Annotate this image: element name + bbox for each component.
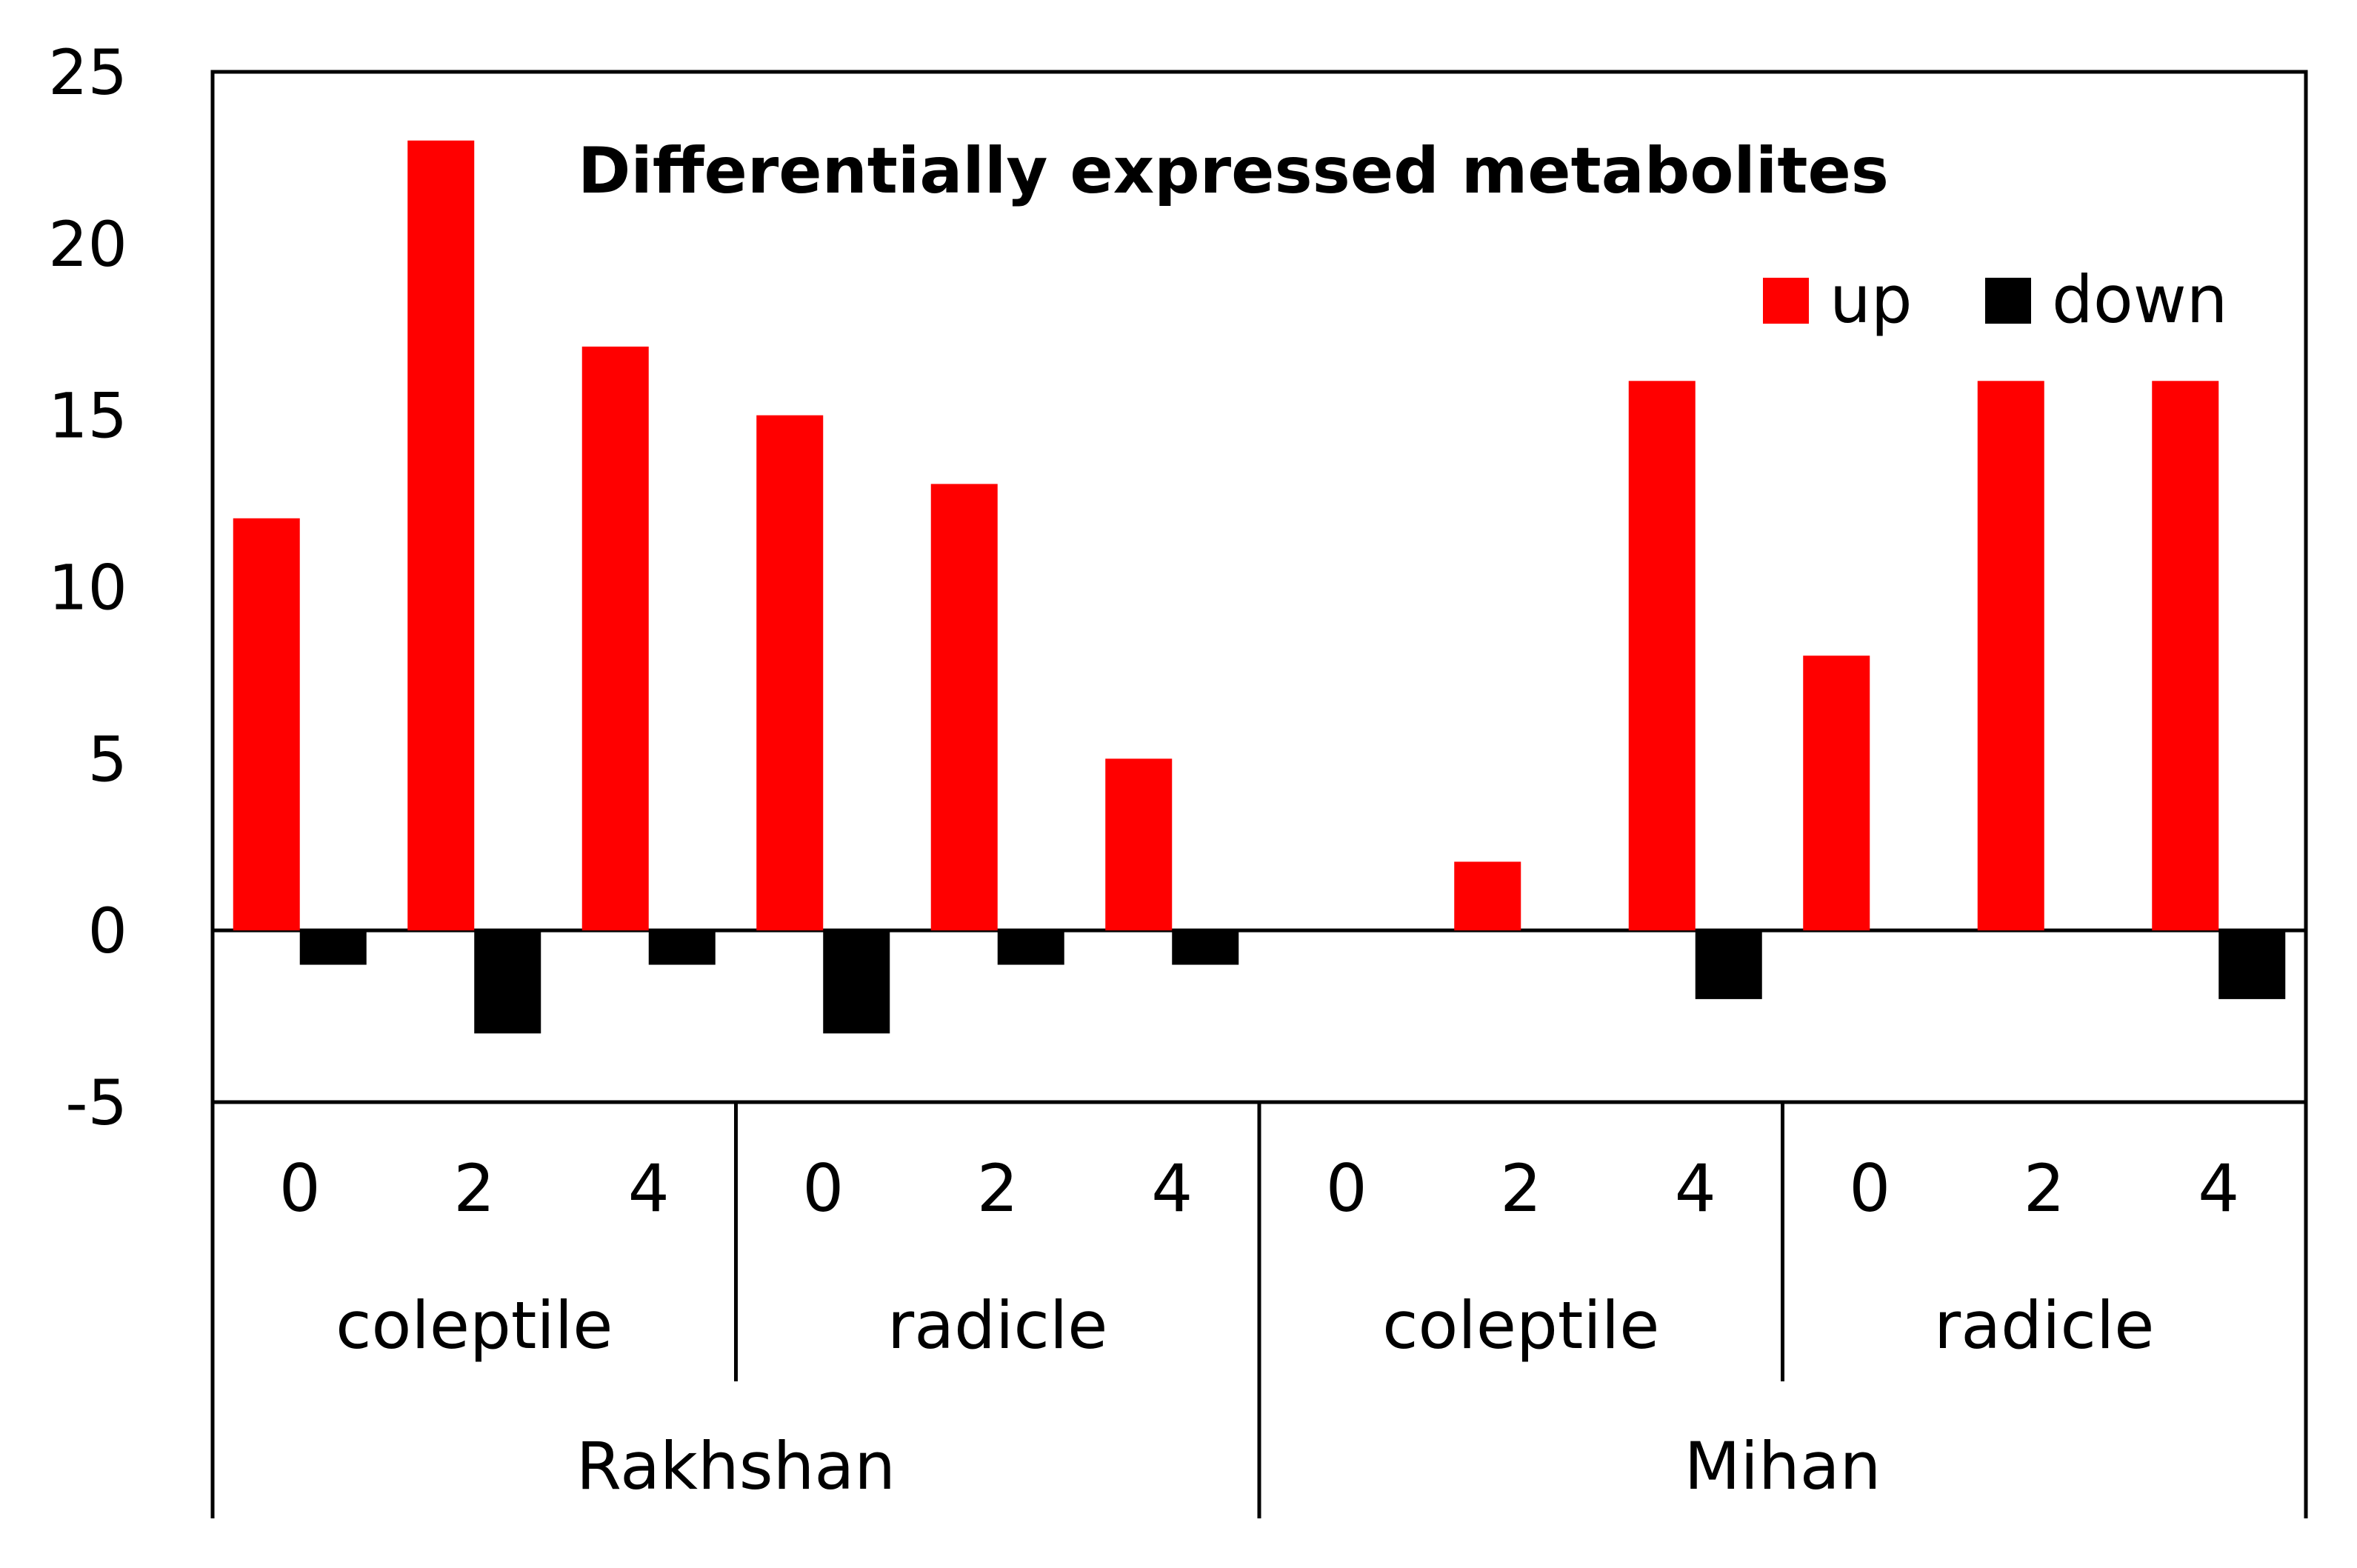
bar-down: [648, 930, 716, 965]
category-tick-label: 4: [628, 1150, 670, 1227]
y-tick-label: 25: [48, 36, 127, 109]
bar-down: [474, 930, 541, 1034]
bar-up: [581, 346, 649, 931]
tissue-group-label: coleptile: [1382, 1287, 1659, 1364]
category-tick-label: 0: [802, 1150, 844, 1227]
legend: up down: [1763, 261, 2227, 338]
bar-down: [299, 930, 367, 965]
bar-series: [233, 140, 2286, 1034]
tissue-group-label: radicle: [887, 1287, 1107, 1364]
y-tick-label: 0: [88, 895, 127, 967]
bar-up: [1977, 381, 2044, 931]
legend-swatch-down: [1985, 278, 2031, 324]
y-tick-label: 20: [48, 208, 127, 281]
bar-down: [1695, 930, 1762, 999]
bar-down: [2218, 930, 2286, 999]
category-tick-label: 4: [2198, 1150, 2239, 1227]
y-tick-label: 15: [48, 380, 127, 453]
category-tick-label: 2: [977, 1150, 1019, 1227]
y-tick-label: 10: [48, 552, 127, 624]
bar-up: [1803, 655, 1870, 931]
category-tick-label: 2: [2024, 1150, 2065, 1227]
bar-down: [823, 930, 890, 1034]
bar-up: [756, 415, 824, 931]
bar-down: [997, 930, 1064, 965]
bar-up: [1454, 861, 1521, 931]
category-tick-label: 2: [1500, 1150, 1541, 1227]
tissue-group-label: radicle: [1934, 1287, 2154, 1364]
cultivar-group-label: Mihan: [1684, 1428, 1881, 1504]
category-tick-label: 0: [1849, 1150, 1890, 1227]
y-tick-label: 5: [88, 723, 127, 795]
y-tick-label: -5: [65, 1067, 127, 1139]
bar-down: [1172, 930, 1239, 965]
legend-label-up: up: [1830, 261, 1913, 338]
category-tick-label: 4: [1675, 1150, 1716, 1227]
bar-up: [2152, 381, 2219, 931]
category-tick-label: 4: [1151, 1150, 1193, 1227]
legend-label-down: down: [2052, 261, 2227, 338]
bar-up: [930, 484, 998, 931]
bar-up: [407, 140, 475, 931]
legend-swatch-up: [1763, 278, 1809, 324]
category-tick-label: 2: [453, 1150, 495, 1227]
cultivar-group-label: Rakhshan: [576, 1428, 896, 1504]
category-tick-label: 0: [1326, 1150, 1367, 1227]
chart-title: Differentially expressed metabolites: [578, 134, 1889, 208]
bar-up: [233, 518, 300, 931]
bar-up: [1628, 381, 1696, 931]
category-tick-label: 0: [279, 1150, 321, 1227]
tissue-group-label: coleptile: [336, 1287, 613, 1364]
bar-up: [1105, 758, 1173, 931]
y-axis-ticks: 25 20 15 10 5 0 -5: [48, 36, 127, 1139]
